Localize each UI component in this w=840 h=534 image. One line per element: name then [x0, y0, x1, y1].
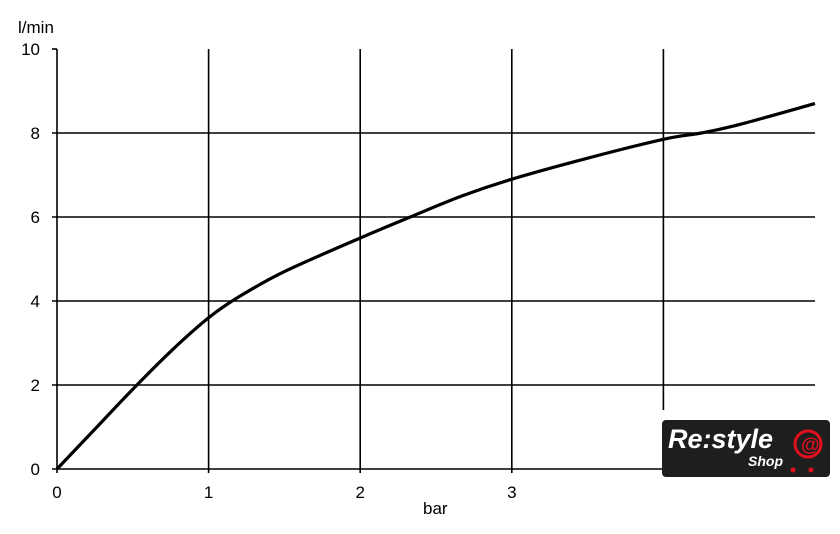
y-tick-label: 2 — [31, 376, 40, 395]
series-line — [55, 102, 816, 471]
y-tick-label: 4 — [31, 292, 40, 311]
grid — [52, 48, 815, 473]
x-tick-label: 1 — [204, 483, 213, 502]
restyle-shop-logo: Re:style Shop @ — [662, 420, 830, 477]
y-tick-label: 8 — [31, 124, 40, 143]
tick-labels: 0 2 4 6 8 10 0 1 2 3 — [21, 40, 516, 502]
svg-text:@: @ — [801, 435, 820, 456]
x-tick-label: 3 — [507, 483, 516, 502]
y-tick-label: 10 — [21, 40, 40, 59]
y-axis-label: l/min — [18, 18, 54, 37]
x-axis-label: bar — [423, 499, 448, 518]
x-tick-label: 0 — [52, 483, 61, 502]
y-tick-label: 6 — [31, 208, 40, 227]
x-tick-label: 2 — [355, 483, 364, 502]
y-tick-label: 0 — [31, 460, 40, 479]
